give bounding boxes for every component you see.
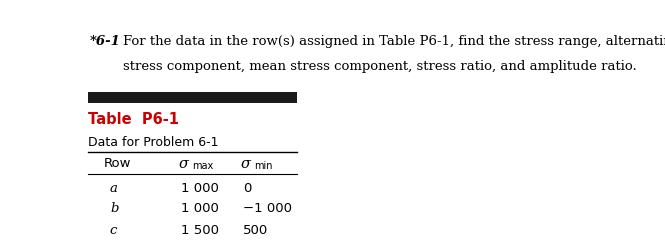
Text: min: min	[254, 161, 272, 171]
Text: For the data in the row(s) assigned in Table P6-1, find the stress range, altern: For the data in the row(s) assigned in T…	[123, 35, 665, 48]
Text: −1 000: −1 000	[243, 202, 292, 215]
Text: Data for Problem 6-1: Data for Problem 6-1	[88, 136, 219, 149]
Text: stress component, mean stress component, stress ratio, and amplitude ratio.: stress component, mean stress component,…	[123, 60, 637, 73]
Text: Table  P6-1: Table P6-1	[88, 113, 180, 127]
Text: b: b	[110, 202, 118, 215]
Text: max: max	[192, 161, 213, 171]
Text: 1 000: 1 000	[181, 182, 219, 195]
Text: 1 000: 1 000	[181, 202, 219, 215]
FancyBboxPatch shape	[88, 92, 297, 103]
Text: σ: σ	[240, 157, 250, 171]
Text: a: a	[110, 182, 118, 195]
Text: 0: 0	[243, 182, 251, 195]
Text: 500: 500	[243, 224, 268, 237]
Text: σ: σ	[178, 157, 188, 171]
Text: *6-1: *6-1	[89, 35, 120, 48]
Text: c: c	[110, 224, 117, 237]
Text: 1 500: 1 500	[181, 224, 219, 237]
Text: Row: Row	[104, 157, 131, 170]
